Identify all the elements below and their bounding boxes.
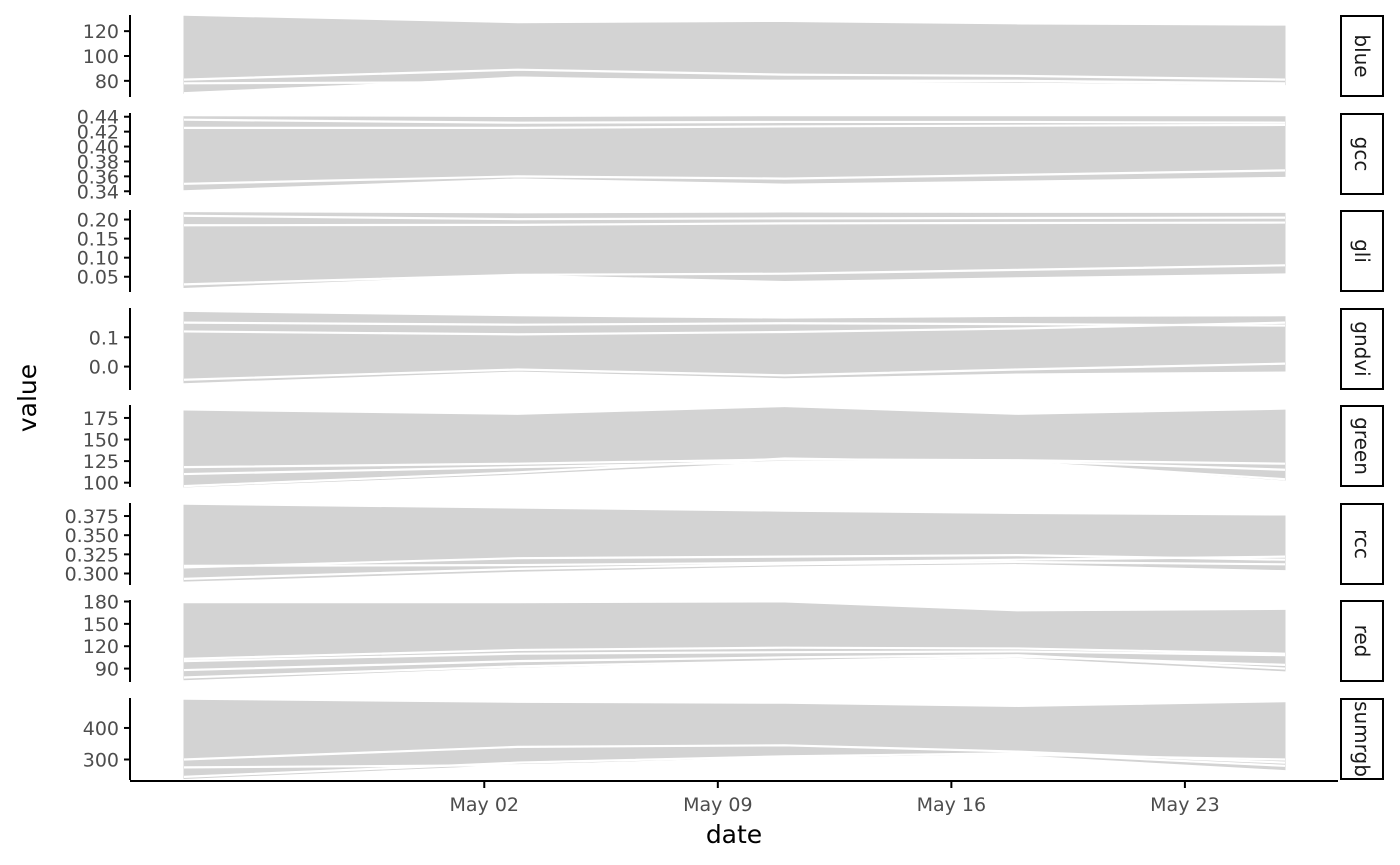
line-gap-red-3 <box>183 646 1286 660</box>
line-gap-gli-2 <box>183 264 1286 286</box>
strip-label-sumrgb: sumrgb <box>1350 701 1374 777</box>
line-gap-rcc-1 <box>183 560 1286 580</box>
strip-label-gndvi: gndvi <box>1350 321 1374 376</box>
y-tick-label-red-2: 150 <box>83 614 119 636</box>
strip-gli <box>1340 210 1384 292</box>
line-gap-gli-1 <box>183 221 1286 227</box>
x-tick-label-2: May 16 <box>917 794 987 816</box>
series-band-green <box>183 407 1286 488</box>
y-tick-label-gcc-2: 0.38 <box>77 151 119 173</box>
strip-gndvi <box>1340 308 1384 390</box>
line-gap-sumrgb-2 <box>183 752 1286 778</box>
strip-green <box>1340 405 1384 487</box>
y-tick-label-gcc-5: 0.44 <box>77 107 119 129</box>
series-band-red <box>183 602 1286 681</box>
line-gap-red-2 <box>183 650 1286 663</box>
line-gap-gndvi-2 <box>183 362 1286 381</box>
line-gap-blue-0 <box>183 68 1286 81</box>
y-tick-label-rcc-1: 0.325 <box>65 544 119 566</box>
line-gap-green-2 <box>183 457 1286 488</box>
y-tick-label-green-0: 100 <box>83 473 119 495</box>
y-tick-label-red-3: 180 <box>83 591 119 613</box>
strip-label-green: green <box>1350 417 1374 475</box>
line-gap-red-1 <box>183 655 1286 679</box>
y-tick-label-gcc-3: 0.40 <box>77 137 119 159</box>
strip-label-gcc: gcc <box>1350 137 1374 172</box>
panel-blue: 80 100 120 blue <box>83 15 1384 97</box>
y-tick-label-gcc-1: 0.36 <box>77 166 119 188</box>
y-tick-label-gli-0: 0.05 <box>77 267 119 289</box>
y-axis-title: value <box>13 364 42 432</box>
y-tick-label-rcc-0: 0.300 <box>65 564 119 586</box>
y-tick-label-sumrgb-0: 300 <box>83 750 119 772</box>
y-tick-label-green-3: 175 <box>83 408 119 430</box>
line-gap-sumrgb-1 <box>183 744 1286 764</box>
x-tick-label-0: May 02 <box>450 794 520 816</box>
y-tick-label-gli-1: 0.10 <box>77 248 119 270</box>
line-gap-rcc-0 <box>183 554 1286 569</box>
series-band-sumrgb <box>183 699 1286 779</box>
y-tick-label-rcc-3: 0.375 <box>65 506 119 528</box>
y-tick-label-blue-2: 120 <box>83 21 119 43</box>
y-tick-label-gli-2: 0.15 <box>77 229 119 251</box>
line-gap-blue-2 <box>183 79 1286 86</box>
line-gap-green-0 <box>183 460 1286 476</box>
x-tick-label-1: May 09 <box>683 794 753 816</box>
line-gap-gcc-0 <box>183 118 1286 124</box>
y-tick-label-gcc-0: 0.34 <box>77 181 119 203</box>
strip-rcc <box>1340 503 1384 585</box>
x-tick-label-3: May 23 <box>1150 794 1220 816</box>
panel-gndvi: 0.0 0.1 gndvi <box>89 308 1384 390</box>
line-gap-gcc-2 <box>183 169 1286 185</box>
strip-label-rcc: rcc <box>1350 529 1374 559</box>
line-gap-rcc-2 <box>183 555 1286 567</box>
panel-gli: 0.050.100.150.20 gli <box>77 210 1384 292</box>
series-band-gcc <box>183 116 1286 191</box>
y-tick-label-gndvi-0: 0.0 <box>89 357 119 379</box>
strip-label-gli: gli <box>1350 239 1374 263</box>
strip-label-red: red <box>1350 625 1374 658</box>
chart-panels: 80100120blue0.340.360.380.400.420.44gcc0… <box>65 15 1384 780</box>
strip-gcc <box>1340 113 1384 195</box>
y-tick-label-blue-1: 100 <box>83 46 119 68</box>
y-tick-label-gcc-4: 0.42 <box>77 122 119 144</box>
line-gap-gndvi-1 <box>183 321 1286 336</box>
line-gap-gndvi-0 <box>183 321 1286 327</box>
y-tick-label-green-2: 150 <box>83 430 119 452</box>
series-band-rcc <box>183 504 1286 582</box>
y-tick-label-gndvi-1: 0.1 <box>89 327 119 349</box>
y-tick-label-blue-0: 80 <box>95 71 119 93</box>
x-axis: May 02 May 09 May 16 May 23 <box>130 780 1338 816</box>
panel-sumrgb: 300 400 sumrgb <box>83 698 1384 780</box>
y-tick-label-red-1: 120 <box>83 636 119 658</box>
strip-label-blue: blue <box>1350 34 1374 77</box>
line-gap-gcc-1 <box>184 123 1286 130</box>
strip-blue <box>1340 15 1384 97</box>
y-tick-label-rcc-2: 0.350 <box>65 525 119 547</box>
strip-sumrgb <box>1340 698 1384 780</box>
y-tick-label-red-0: 90 <box>95 659 119 681</box>
y-tick-label-green-1: 125 <box>83 451 119 473</box>
y-tick-label-sumrgb-1: 400 <box>83 718 119 740</box>
line-gap-gli-0 <box>183 214 1286 221</box>
series-band-gndvi <box>183 311 1286 384</box>
x-axis-title: date <box>706 820 762 849</box>
panel-gcc: 0.340.360.380.400.420.44 gcc <box>77 107 1384 203</box>
y-tick-label-gli-3: 0.20 <box>77 210 119 232</box>
strip-red <box>1340 600 1384 682</box>
